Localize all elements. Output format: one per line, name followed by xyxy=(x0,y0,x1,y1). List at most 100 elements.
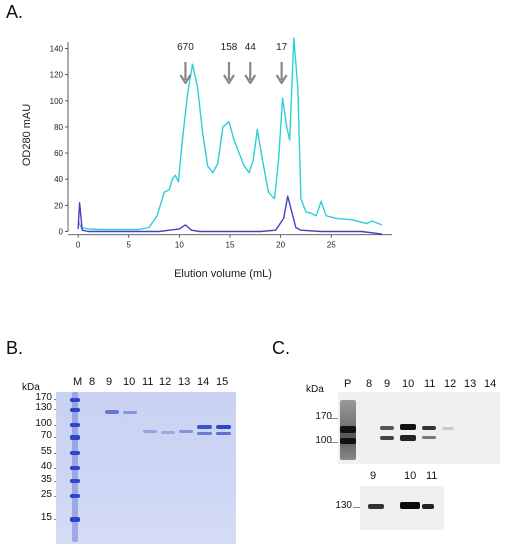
gel-band-lane-14 xyxy=(197,432,212,435)
blot-c-tick xyxy=(353,507,360,508)
gel-b-lane-9: 9 xyxy=(106,376,113,388)
marker-label: 670 xyxy=(177,42,194,53)
gel-band-lane-14 xyxy=(197,425,212,429)
x-axis-label: Elution volume (mL) xyxy=(174,268,272,280)
ladder-band xyxy=(70,451,80,455)
blot-band-11 xyxy=(422,426,436,430)
gel-b-lane-10: 10 xyxy=(123,376,136,388)
marker-arrow-head xyxy=(223,74,235,85)
ladder-band xyxy=(70,408,80,412)
blot-c-lane-13: 13 xyxy=(464,378,477,390)
marker-label: 44 xyxy=(245,42,257,53)
gel-b-lane-13: 13 xyxy=(178,376,191,388)
blot-c-marker-170: 170 xyxy=(315,411,332,422)
series-line-2 xyxy=(77,195,382,235)
blot-c-lane-12: 12 xyxy=(444,378,457,390)
x-tick-label: 10 xyxy=(175,241,184,250)
blot-bottom-band-10 xyxy=(400,502,420,509)
marker-arrow-head xyxy=(244,74,257,85)
blot-c-marker-130: 130 xyxy=(335,500,352,511)
y-tick-label: 140 xyxy=(50,45,64,54)
ladder-band xyxy=(70,466,80,470)
y-tick-label: 0 xyxy=(59,227,64,236)
blot-band-11 xyxy=(422,436,436,439)
chart-markers: 670 158 44 17 xyxy=(177,42,288,85)
gel-b-marker-170: 170 xyxy=(35,392,52,403)
gel-b-lane-8: 8 xyxy=(89,376,96,388)
x-tick-label: 15 xyxy=(226,241,235,250)
blot-band-9 xyxy=(380,436,394,440)
gel-band-lane-13 xyxy=(179,430,193,433)
panel-b-label: B. xyxy=(6,338,24,358)
chart-axes: 0 20 40 60 80 100 120 140 0 5 10 15 20 25 xyxy=(50,42,392,250)
x-tick-label: 0 xyxy=(76,241,81,250)
blot-band-10 xyxy=(400,424,416,430)
y-axis-label: OD280 mAU xyxy=(21,104,33,166)
marker-label: 158 xyxy=(221,42,238,53)
ladder-band xyxy=(70,423,80,427)
gel-b-marker-70: 70 xyxy=(40,430,52,441)
gel-b-marker-40: 40 xyxy=(40,461,52,472)
ladder-band xyxy=(70,435,80,440)
blot-c-lane-9: 9 xyxy=(384,378,391,390)
gel-band-lane-15 xyxy=(216,432,231,435)
panel-c-label: C. xyxy=(272,338,290,358)
blot-bottom-band-9 xyxy=(368,504,384,509)
gel-band-lane-15 xyxy=(216,425,231,429)
ladder-band xyxy=(70,398,80,402)
blot-bottom-band-11 xyxy=(422,504,434,509)
gel-band-lane-10 xyxy=(123,411,137,414)
gel-b-marker-15: 15 xyxy=(40,512,52,523)
gel-band-lane-9 xyxy=(105,410,119,414)
x-tick-label: 20 xyxy=(276,241,285,250)
x-tick-label: 25 xyxy=(327,241,336,250)
gel-b-lane-11: 11 xyxy=(142,376,154,388)
y-tick-label: 40 xyxy=(54,175,63,184)
ladder-band xyxy=(70,517,80,522)
ladder-band xyxy=(70,479,80,483)
gel-b-marker-100: 100 xyxy=(35,418,52,429)
marker-label: 17 xyxy=(276,42,288,53)
series-line-1 xyxy=(77,37,383,231)
blot-c-lane-8: 8 xyxy=(366,378,373,390)
blot-c-bottom-image xyxy=(360,486,444,530)
y-tick-label: 100 xyxy=(50,97,64,106)
blot-band-p xyxy=(340,426,356,433)
blot-band-12 xyxy=(442,427,454,430)
blot-band-9 xyxy=(380,426,394,430)
gel-band-lane-11 xyxy=(143,430,157,433)
ladder-band xyxy=(70,494,80,498)
gel-b-marker-35: 35 xyxy=(40,474,52,485)
gel-band-lane-12 xyxy=(161,431,175,434)
gel-b-marker-25: 25 xyxy=(40,489,52,500)
blot-band-10 xyxy=(400,435,416,441)
blot-c-tick xyxy=(331,442,338,443)
panel-a-label: A. xyxy=(6,2,24,22)
gel-b-image xyxy=(56,392,236,544)
ladder-smear xyxy=(72,392,78,542)
blot-c-lane-14: 14 xyxy=(484,378,497,390)
gel-b-marker-130: 130 xyxy=(35,402,52,413)
blot-c-bottom-lane-9: 9 xyxy=(370,470,377,482)
blot-c-marker-100: 100 xyxy=(315,435,332,446)
x-tick-label: 5 xyxy=(127,241,132,250)
blot-c-bottom-lane-10: 10 xyxy=(404,470,417,482)
blot-c-lane-10: 10 xyxy=(402,378,415,390)
chart-series xyxy=(77,37,383,235)
blot-c-tick xyxy=(331,418,338,419)
gel-b-lane-14: 14 xyxy=(197,376,210,388)
gel-b-kda-title: kDa xyxy=(22,382,40,393)
blot-c-kda-title: kDa xyxy=(306,384,324,395)
gel-b-lane-m: M xyxy=(73,376,83,388)
marker-arrow-head xyxy=(275,74,288,85)
y-tick-label: 80 xyxy=(54,123,63,132)
marker-arrow-head xyxy=(179,74,192,85)
y-tick-label: 20 xyxy=(54,201,63,210)
y-tick-label: 120 xyxy=(50,71,64,80)
blot-c-bottom-lane-11: 11 xyxy=(426,470,438,482)
blot-c-lane-11: 11 xyxy=(424,378,436,390)
gel-b-marker-55: 55 xyxy=(40,446,52,457)
blot-c-top-image xyxy=(338,392,500,464)
gel-b-lane-15: 15 xyxy=(216,376,229,388)
